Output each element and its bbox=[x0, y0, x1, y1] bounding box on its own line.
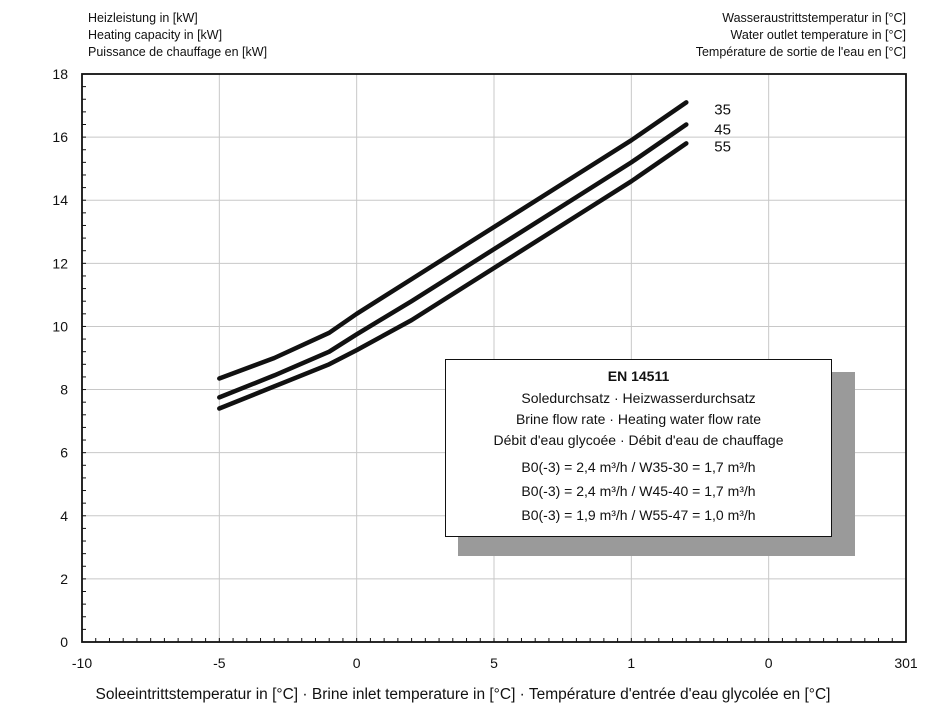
legend-box-flow: B0(-3) = 1,9 m³/h / W55-47 = 1,0 m³/h bbox=[521, 507, 756, 523]
y-axis-title-en: Heating capacity in [kW] bbox=[88, 28, 223, 42]
y-tick-label: 2 bbox=[60, 571, 68, 587]
y-tick-label: 12 bbox=[52, 255, 68, 271]
legend-box-line: Brine flow rate · Heating water flow rat… bbox=[515, 411, 762, 427]
series-legend-title-fr: Température de sortie de l'eau en [°C] bbox=[695, 45, 906, 59]
series-line-45 bbox=[217, 122, 689, 400]
x-tick-label: 5 bbox=[490, 655, 498, 671]
legend-box-line: Débit d'eau glycoée · Débit d'eau de cha… bbox=[493, 432, 784, 448]
series-label-35: 35 bbox=[714, 101, 731, 118]
x-tick-label: 301 bbox=[894, 655, 918, 671]
y-tick-label: 18 bbox=[52, 66, 68, 82]
x-axis-title: Soleeintrittstemperatur in [°C] · Brine … bbox=[95, 686, 831, 703]
series-label-45: 45 bbox=[714, 121, 731, 138]
series-legend-title-de: Wasseraustrittstemperatur in [°C] bbox=[722, 11, 906, 25]
series-legend-title: Wasseraustrittstemperatur in [°C] Water … bbox=[696, 10, 906, 61]
y-tick-label: 0 bbox=[60, 634, 68, 650]
x-tick-label: 1 bbox=[627, 655, 635, 671]
y-axis-title-fr: Puissance de chauffage en [kW] bbox=[88, 45, 268, 59]
series-legend-title-en: Water outlet temperature in [°C] bbox=[730, 28, 906, 42]
y-tick-label: 4 bbox=[60, 508, 68, 524]
y-tick-label: 8 bbox=[60, 382, 68, 398]
x-tick-label: -10 bbox=[72, 655, 92, 671]
y-tick-label: 10 bbox=[52, 318, 68, 334]
y-axis-title-de: Heizleistung in [kW] bbox=[88, 11, 198, 25]
series-label-55: 55 bbox=[714, 138, 731, 155]
series-line-55 bbox=[217, 141, 689, 411]
legend-box-flow: B0(-3) = 2,4 m³/h / W35-30 = 1,7 m³/h bbox=[521, 459, 756, 475]
x-tick-label: 0 bbox=[765, 655, 773, 671]
series-line-35 bbox=[217, 100, 689, 381]
legend-box-line: Soledurchsatz · Heizwasserdurchsatz bbox=[521, 390, 756, 406]
y-tick-label: 6 bbox=[60, 445, 68, 461]
y-axis-title: Heizleistung in [kW] Heating capacity in… bbox=[88, 10, 267, 61]
legend-box: EN 14511 Soledurchsatz · Heizwasserdurch… bbox=[445, 359, 832, 537]
x-tick-label: -5 bbox=[213, 655, 226, 671]
y-tick-label: 16 bbox=[52, 129, 68, 145]
y-tick-label: 14 bbox=[52, 192, 68, 208]
x-tick-label: 0 bbox=[353, 655, 361, 671]
legend-box-title: EN 14511 bbox=[607, 368, 670, 384]
legend-box-flow: B0(-3) = 2,4 m³/h / W45-40 = 1,7 m³/h bbox=[521, 483, 756, 499]
